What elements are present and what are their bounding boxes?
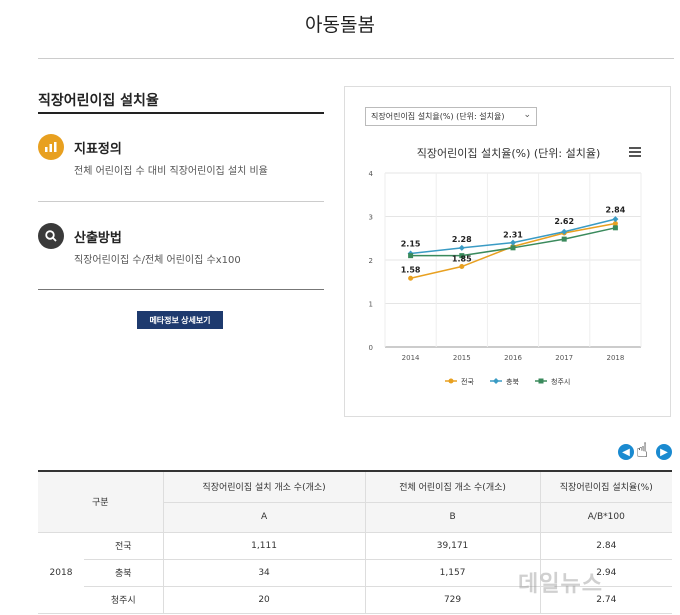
title-divider	[38, 58, 674, 59]
data-point	[459, 253, 465, 259]
table-subheader-a: A	[162, 502, 366, 533]
legend-marker	[448, 378, 454, 384]
y-tick-label: 4	[369, 170, 374, 178]
chart-nav: ◀ ▶	[618, 444, 674, 462]
data-point	[612, 216, 619, 223]
data-point	[408, 253, 414, 259]
heading-underline	[38, 112, 324, 114]
x-tick-label: 2017	[555, 354, 573, 362]
y-tick-label: 0	[369, 344, 373, 352]
table-cell-region: 충북	[84, 559, 164, 587]
method-desc: 직장어린이집 수/전체 어린이집 수x100	[74, 255, 241, 266]
data-table: 구분 직장어린이집 설치 개소 수(개소) 전체 어린이집 개소 수(개소) 직…	[38, 470, 672, 614]
x-tick-label: 2014	[402, 354, 420, 362]
table-header-group: 구분	[38, 471, 164, 533]
data-point	[612, 225, 618, 231]
table-cell-rate: 2.74	[539, 586, 672, 614]
table-cell-rate: 2.94	[539, 559, 672, 587]
legend-label: 전국	[461, 377, 474, 386]
page-title: 아동돌봄	[305, 14, 375, 36]
chart-selector-value: 직장어린이집 설치율(%) (단위: 설치율)	[371, 112, 505, 121]
data-point	[408, 275, 414, 281]
chart-selector[interactable]: 직장어린이집 설치율(%) (단위: 설치율) ⌄	[365, 107, 537, 126]
table-cell-a: 34	[162, 559, 366, 587]
data-point	[561, 236, 567, 242]
table-header-col3: 직장어린이집 설치율(%)	[539, 471, 672, 503]
data-label: 1.85	[452, 255, 472, 264]
bar-chart-icon	[38, 134, 64, 160]
search-icon	[38, 223, 64, 249]
legend-label: 충북	[506, 377, 519, 386]
divider	[38, 201, 324, 202]
chart-panel: 직장어린이집 설치율(%) (단위: 설치율) ⌄ 직장어린이집 설치율(%) …	[344, 86, 671, 417]
data-label: 2.15	[401, 239, 421, 248]
table-subheader-rate: A/B*100	[539, 502, 672, 533]
arrow-left-icon[interactable]: ◀	[618, 444, 634, 460]
data-point	[612, 220, 618, 226]
table-cell-region: 청주시	[84, 586, 164, 614]
arrow-right-icon[interactable]: ▶	[656, 444, 672, 460]
hand-cursor-icon: ☝	[636, 438, 649, 462]
x-tick-label: 2018	[606, 354, 624, 362]
table-cell-rate: 2.84	[539, 532, 672, 560]
table-row: 2018 전국 1,111 39,171 2.84	[38, 532, 672, 614]
chart-title: 직장어린이집 설치율(%) (단위: 설치율)	[416, 147, 601, 160]
data-point	[459, 264, 465, 270]
data-point	[561, 228, 568, 235]
data-point	[510, 239, 516, 246]
table-header-col2: 전체 어린이집 개소 수(개소)	[364, 471, 541, 503]
legend-marker	[538, 378, 544, 384]
watermark-logo: 데일뉴스	[518, 572, 603, 597]
legend-marker	[493, 378, 499, 384]
data-point	[510, 245, 516, 251]
y-tick-label: 1	[369, 301, 373, 309]
table-row: 충북 34 1,157 2.94	[38, 559, 672, 587]
divider	[38, 289, 324, 290]
x-tick-label: 2016	[504, 354, 522, 362]
y-tick-label: 3	[369, 214, 373, 222]
section-heading: 직장어린이집 설치율	[38, 93, 159, 109]
data-label: 2.31	[503, 231, 523, 240]
table-cell-b: 39,171	[364, 532, 541, 560]
table-cell-b: 729	[364, 586, 541, 614]
chevron-down-icon: ⌄	[523, 110, 531, 120]
data-label: 1.58	[401, 265, 421, 274]
method-block: 산출방법 직장어린이집 수/전체 어린이집 수x100	[38, 223, 324, 283]
method-label: 산출방법	[74, 231, 122, 246]
legend-label: 청주시	[551, 378, 570, 386]
data-label: 2.28	[452, 235, 472, 244]
table-year: 2018	[38, 532, 84, 614]
hamburger-menu-icon[interactable]	[629, 147, 641, 158]
table-cell-a: 20	[162, 586, 366, 614]
definition-desc: 전체 어린이집 수 대비 직장어린이집 설치 비율	[74, 166, 268, 177]
data-label: 2.84	[606, 205, 626, 214]
data-label: 2.62	[554, 217, 574, 226]
table-cell-a: 1,111	[162, 532, 366, 560]
x-tick-label: 2015	[453, 354, 471, 362]
line-chart: 0 1 2 3 4 2014 2015 2016 2017 2018 1.58 1.85 2.31 2.6…	[369, 170, 642, 386]
y-tick-label: 2	[369, 257, 373, 265]
table-cell-b: 1,157	[364, 559, 541, 587]
definition-label: 지표정의	[74, 142, 122, 157]
meta-info-button[interactable]: 메타정보 상세보기	[137, 311, 223, 329]
definition-block: 지표정의 전체 어린이집 수 대비 직장어린이집 설치 비율	[38, 134, 324, 194]
table-row: 청주시 20 729 2.74	[38, 586, 672, 614]
table-cell-region: 전국	[84, 532, 164, 560]
table-subheader-b: B	[364, 502, 541, 533]
table-header-col1: 직장어린이집 설치 개소 수(개소)	[162, 471, 366, 503]
data-point	[458, 244, 465, 251]
